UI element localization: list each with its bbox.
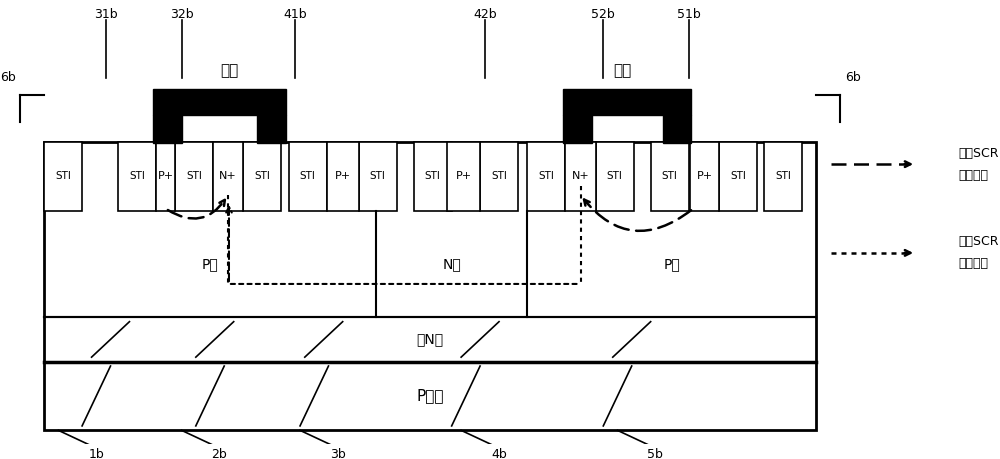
Text: 电流路径: 电流路径 xyxy=(959,257,989,270)
Text: N+: N+ xyxy=(219,171,237,181)
Text: STI: STI xyxy=(129,171,145,181)
Text: 6b: 6b xyxy=(0,71,16,84)
Text: STI: STI xyxy=(425,171,441,181)
Text: 5b: 5b xyxy=(647,448,663,459)
Text: N+: N+ xyxy=(572,171,589,181)
FancyBboxPatch shape xyxy=(414,142,452,211)
Text: 电流路径: 电流路径 xyxy=(959,169,989,182)
FancyBboxPatch shape xyxy=(719,142,757,211)
Text: P衬底: P衬底 xyxy=(417,388,444,403)
Text: STI: STI xyxy=(662,171,678,181)
Text: STI: STI xyxy=(254,171,270,181)
Text: STI: STI xyxy=(186,171,202,181)
FancyBboxPatch shape xyxy=(563,89,691,115)
FancyBboxPatch shape xyxy=(651,142,689,211)
FancyBboxPatch shape xyxy=(327,142,359,211)
Text: STI: STI xyxy=(607,171,623,181)
Text: STI: STI xyxy=(370,171,386,181)
FancyBboxPatch shape xyxy=(480,142,518,211)
Text: STI: STI xyxy=(730,171,746,181)
Text: 32b: 32b xyxy=(170,8,193,21)
FancyBboxPatch shape xyxy=(44,142,82,211)
Text: P+: P+ xyxy=(157,171,174,181)
Text: 51b: 51b xyxy=(677,8,700,21)
FancyBboxPatch shape xyxy=(289,142,327,211)
FancyBboxPatch shape xyxy=(663,115,691,143)
FancyBboxPatch shape xyxy=(257,115,286,143)
Text: 2b: 2b xyxy=(212,448,227,459)
Text: 41b: 41b xyxy=(283,8,307,21)
FancyBboxPatch shape xyxy=(565,142,596,211)
Text: P+: P+ xyxy=(455,171,472,181)
FancyBboxPatch shape xyxy=(690,142,719,211)
FancyBboxPatch shape xyxy=(118,142,156,211)
Text: STI: STI xyxy=(300,171,316,181)
FancyBboxPatch shape xyxy=(213,142,243,211)
Text: 3b: 3b xyxy=(330,448,346,459)
Text: 阴极: 阴极 xyxy=(613,63,631,78)
Text: STI: STI xyxy=(491,171,507,181)
FancyBboxPatch shape xyxy=(764,142,802,211)
Text: 阳极: 阳极 xyxy=(220,63,238,78)
FancyBboxPatch shape xyxy=(447,142,480,211)
FancyBboxPatch shape xyxy=(175,142,213,211)
Text: 深N阱: 深N阱 xyxy=(417,332,444,347)
FancyBboxPatch shape xyxy=(153,89,286,115)
Text: 正向SCR: 正向SCR xyxy=(959,146,999,160)
Text: STI: STI xyxy=(538,171,554,181)
Text: 52b: 52b xyxy=(591,8,615,21)
Text: 31b: 31b xyxy=(94,8,118,21)
Text: 42b: 42b xyxy=(473,8,497,21)
Text: P阱: P阱 xyxy=(664,257,680,271)
Text: P+: P+ xyxy=(697,171,713,181)
FancyBboxPatch shape xyxy=(243,142,281,211)
Text: 4b: 4b xyxy=(491,448,507,459)
Text: P+: P+ xyxy=(335,171,351,181)
FancyBboxPatch shape xyxy=(359,142,397,211)
Text: N阱: N阱 xyxy=(442,257,461,271)
FancyBboxPatch shape xyxy=(44,142,816,431)
Text: P阱: P阱 xyxy=(202,257,218,271)
FancyBboxPatch shape xyxy=(153,115,182,143)
Text: 反向SCR: 反向SCR xyxy=(959,235,999,248)
Text: 1b: 1b xyxy=(88,448,104,459)
FancyBboxPatch shape xyxy=(156,142,175,211)
FancyBboxPatch shape xyxy=(596,142,634,211)
Text: 6b: 6b xyxy=(845,71,861,84)
Text: STI: STI xyxy=(775,171,791,181)
FancyBboxPatch shape xyxy=(527,142,565,211)
Text: STI: STI xyxy=(55,171,71,181)
FancyBboxPatch shape xyxy=(563,115,592,143)
